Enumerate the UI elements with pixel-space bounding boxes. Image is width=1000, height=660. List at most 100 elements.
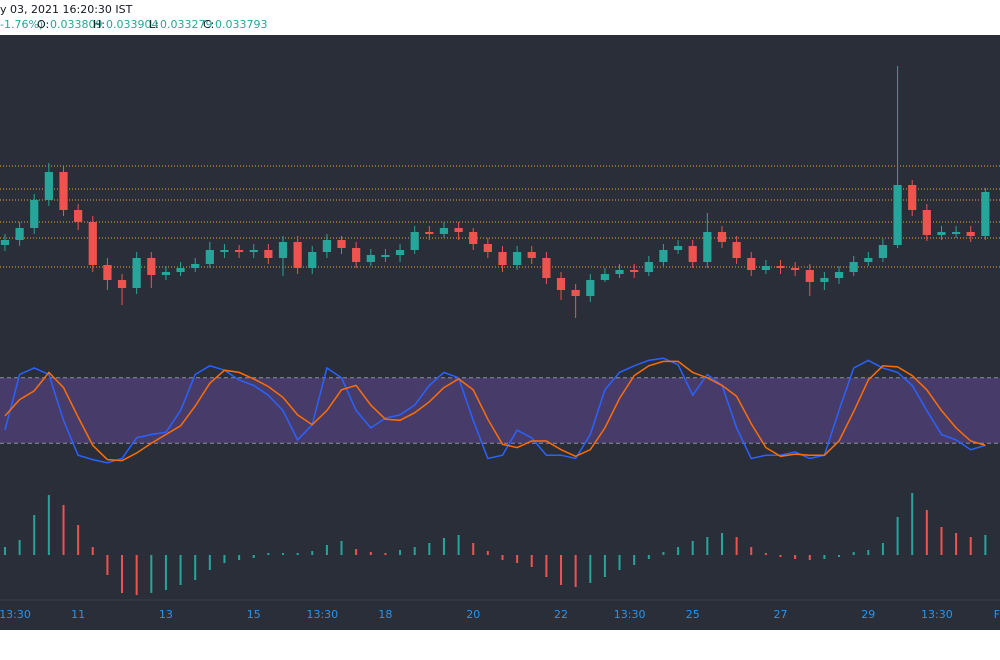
histogram-bar	[325, 545, 328, 555]
candle-body	[0, 240, 10, 245]
histogram-bar	[647, 555, 650, 559]
histogram-bar	[223, 555, 226, 563]
candle-body	[161, 272, 171, 275]
histogram-bar	[77, 525, 80, 555]
histogram-bar	[691, 541, 694, 555]
histogram-bar	[238, 555, 241, 560]
histogram-bar	[413, 547, 416, 555]
histogram-bar	[282, 553, 285, 555]
candle-body	[966, 232, 975, 236]
histogram-bar	[560, 555, 563, 585]
x-tick-label: 13:30	[614, 608, 646, 621]
histogram-bar	[355, 549, 358, 555]
x-tick-label: Fe	[994, 608, 1000, 621]
candle-body	[264, 250, 273, 258]
histogram-bar	[838, 555, 841, 557]
candle-body	[425, 232, 434, 234]
header-change: -1.76%)	[0, 18, 43, 31]
x-tick-label: 27	[774, 608, 788, 621]
candle-body	[44, 172, 53, 200]
candle-body	[322, 240, 332, 252]
candle-body	[878, 245, 888, 258]
histogram-bar	[47, 495, 50, 555]
histogram-bar	[472, 543, 475, 555]
candle-body	[659, 250, 668, 262]
histogram-bar	[516, 555, 519, 563]
candle-body	[586, 280, 595, 296]
candle-body	[981, 192, 990, 236]
candle-body	[615, 270, 624, 274]
histogram-bar	[121, 555, 124, 593]
histogram-bar	[750, 547, 753, 555]
candle-body	[864, 258, 873, 262]
histogram-bar	[3, 547, 6, 555]
histogram-bar	[969, 537, 972, 555]
candle-body	[717, 232, 727, 242]
histogram-bar	[984, 535, 987, 555]
header-label: O:	[37, 18, 49, 31]
histogram-bar	[940, 527, 943, 555]
candle-body	[893, 185, 902, 245]
histogram-bar	[486, 551, 489, 555]
histogram-bar	[764, 553, 767, 555]
histogram-bar	[164, 555, 167, 590]
histogram-bar	[589, 555, 592, 583]
candle-body	[747, 258, 756, 270]
histogram-bar	[311, 551, 314, 555]
candle-body	[513, 252, 522, 265]
candle-body	[147, 258, 156, 275]
header-label: H:	[93, 18, 105, 31]
x-tick-label: 22	[554, 608, 568, 621]
candle-body	[644, 262, 653, 272]
candle-body	[395, 250, 405, 255]
candle-body	[337, 240, 346, 248]
candle-body	[908, 185, 917, 210]
candle-body	[15, 228, 24, 240]
candle-body	[922, 210, 931, 235]
candle-body	[220, 250, 229, 252]
header-value: 0.033279	[160, 18, 213, 31]
candle-body	[600, 274, 610, 280]
histogram-bar	[428, 543, 431, 555]
histogram-bar	[867, 550, 870, 555]
histogram-bar	[442, 538, 445, 555]
histogram-bar	[911, 493, 914, 555]
candle-body	[820, 278, 829, 282]
candle-body	[117, 280, 127, 288]
header-value: 0.033793	[215, 18, 268, 31]
histogram-bar	[530, 555, 533, 567]
histogram-bar	[852, 552, 855, 555]
candle-body	[249, 250, 258, 252]
histogram-bar	[545, 555, 548, 577]
candle-body	[571, 290, 580, 296]
candle-body	[191, 264, 200, 268]
candle-body	[293, 242, 302, 268]
histogram-bar	[823, 555, 826, 559]
x-tick-label: 13:30	[0, 608, 31, 621]
candle-body	[176, 268, 185, 272]
histogram-bar	[925, 510, 928, 555]
x-tick-label: 25	[686, 608, 700, 621]
histogram-bar	[150, 555, 153, 593]
histogram-bar	[91, 547, 94, 555]
candle-body	[542, 258, 551, 278]
x-tick-label: 13	[159, 608, 173, 621]
histogram-bar	[574, 555, 577, 587]
histogram-bar	[267, 553, 270, 555]
candle-body	[761, 266, 770, 270]
header-label: L:	[149, 18, 159, 31]
candle-body	[352, 248, 361, 262]
histogram-bar	[720, 533, 723, 555]
candle-body	[498, 252, 507, 265]
x-tick-label: 13:30	[921, 608, 953, 621]
histogram-bar	[384, 553, 387, 555]
candle-body	[732, 242, 741, 258]
candle-body	[410, 232, 419, 250]
histogram-bar	[633, 555, 636, 565]
candle-body	[951, 232, 961, 234]
candle-body	[205, 250, 214, 264]
histogram-bar	[896, 517, 899, 555]
candle-body	[74, 210, 83, 222]
oscillator-line	[4, 360, 986, 462]
